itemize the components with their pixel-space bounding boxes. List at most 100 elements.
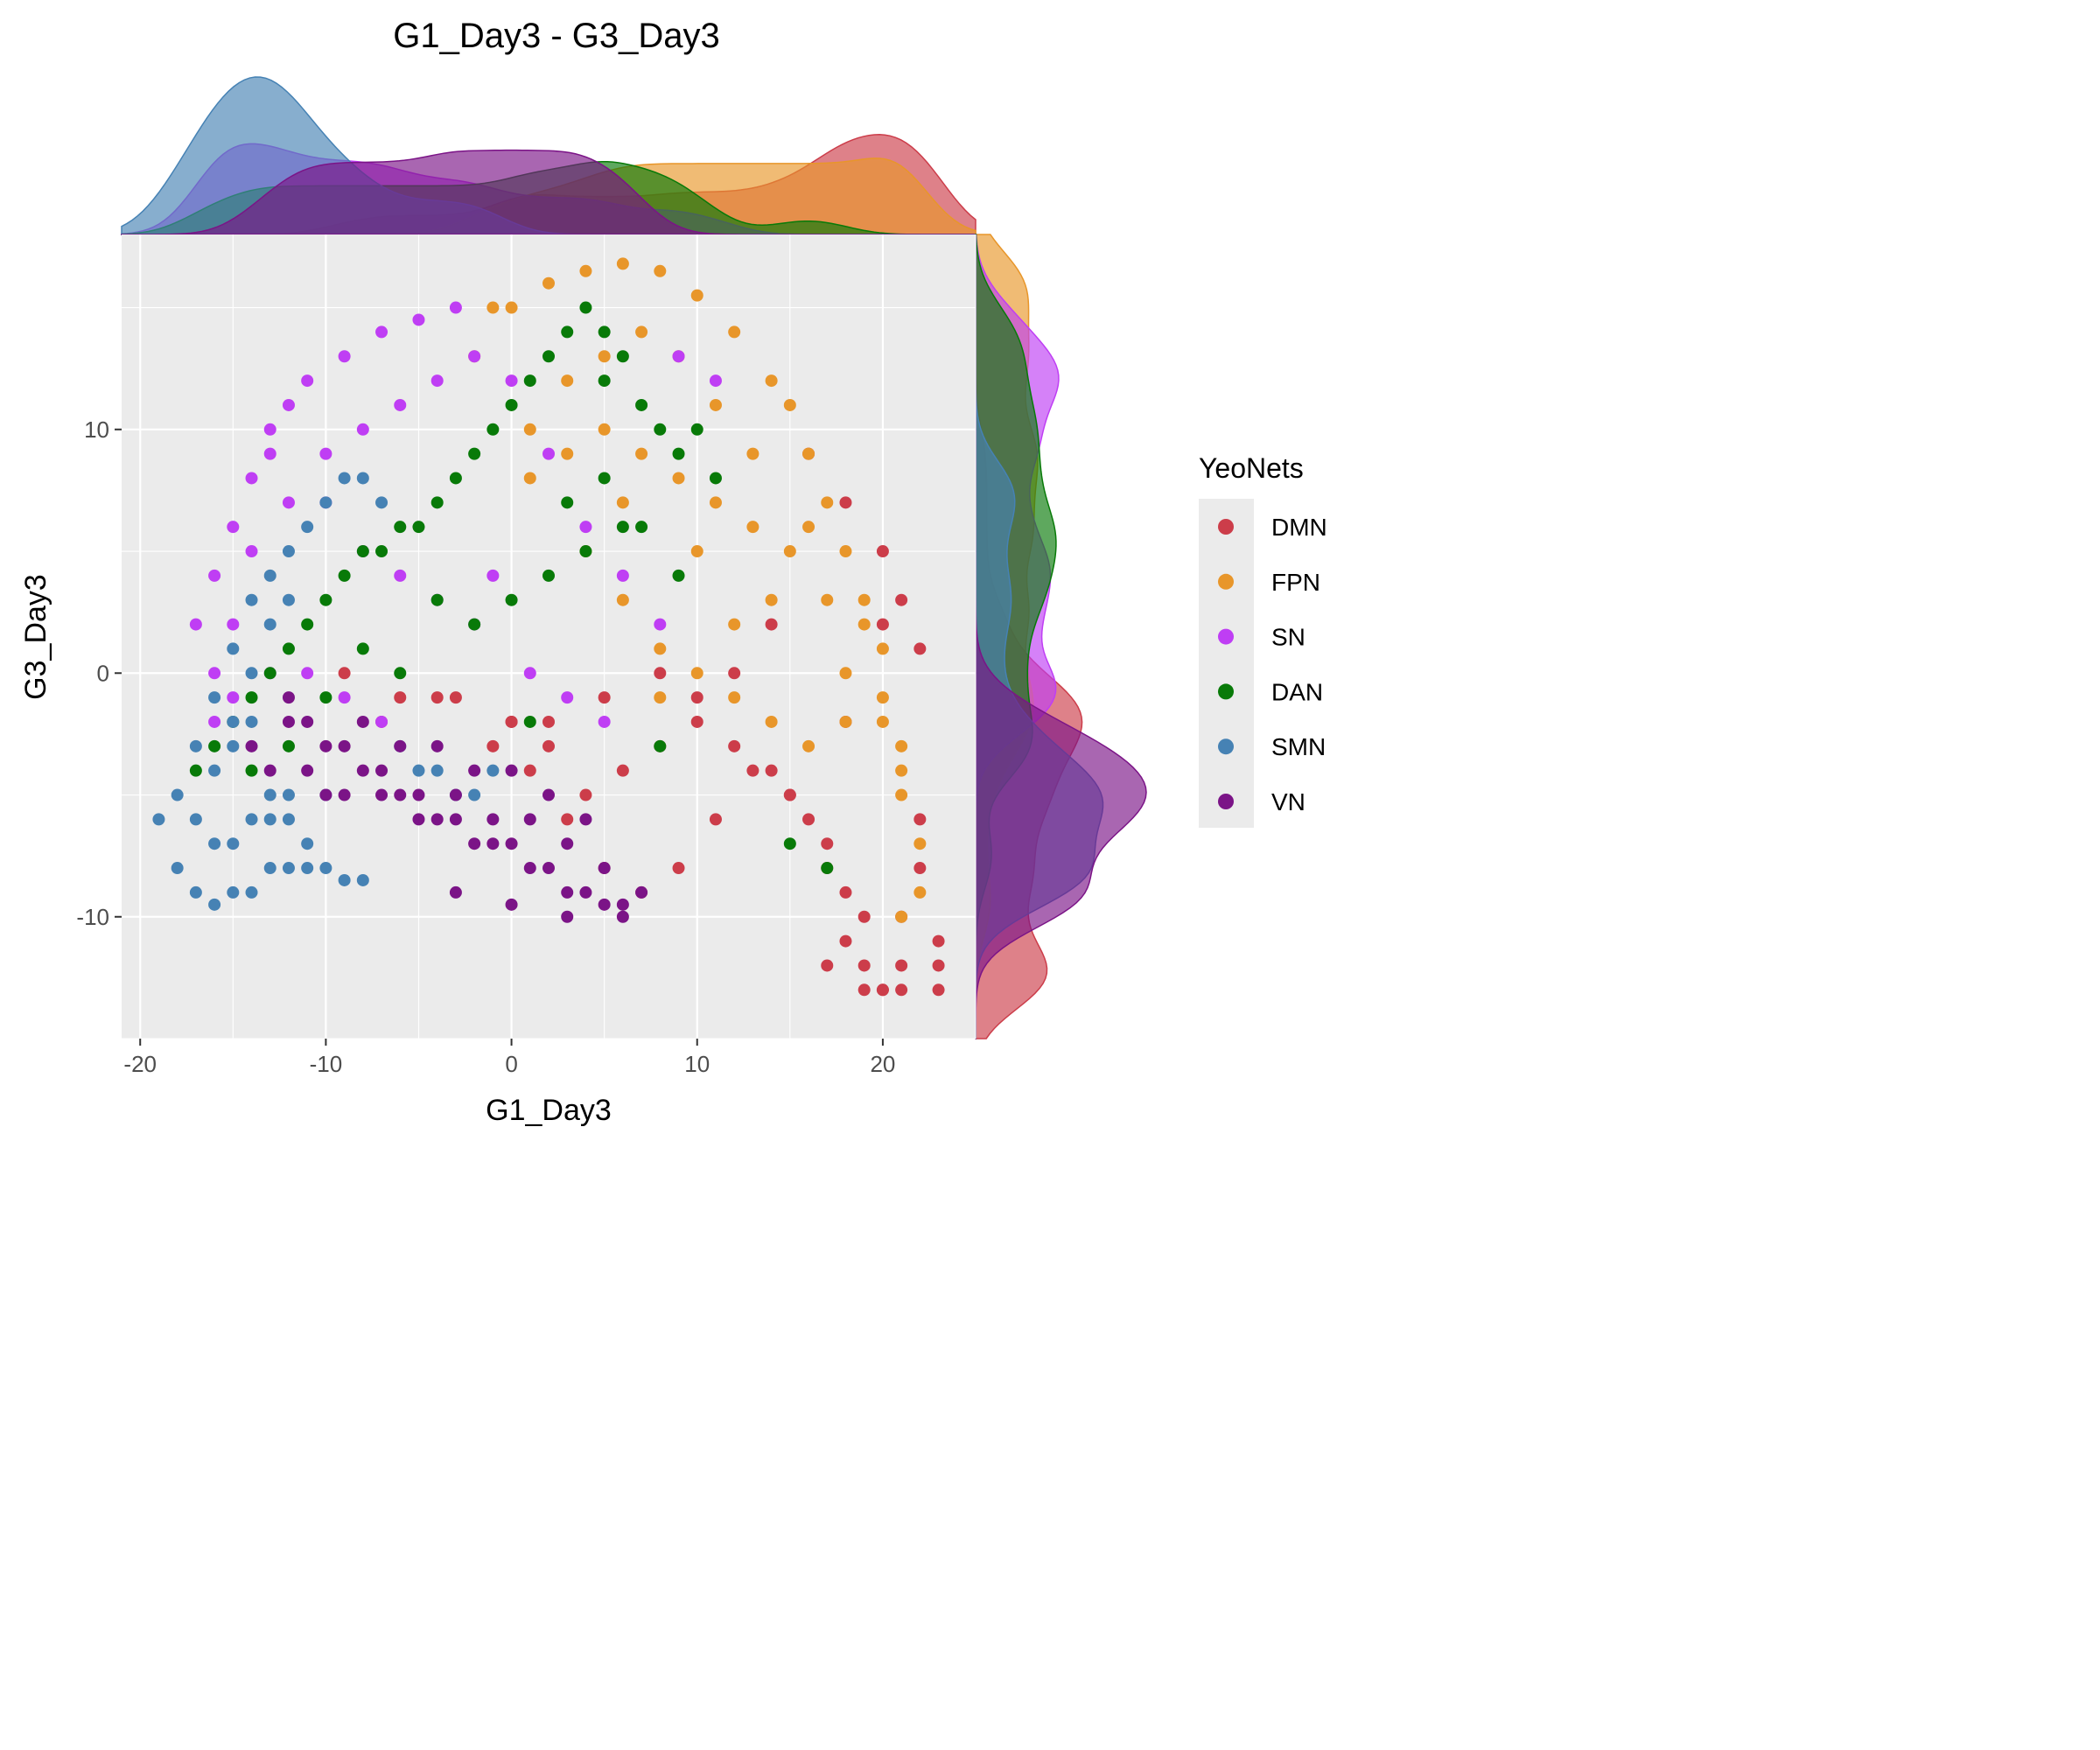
data-point xyxy=(152,813,165,826)
data-point xyxy=(654,739,667,752)
data-point xyxy=(858,959,871,972)
data-point xyxy=(430,813,444,826)
data-point xyxy=(356,642,369,655)
data-point xyxy=(505,301,518,314)
data-point xyxy=(263,862,276,875)
data-point xyxy=(765,764,778,777)
data-point xyxy=(245,691,258,704)
data-point xyxy=(616,496,629,509)
data-point xyxy=(728,739,741,752)
data-point xyxy=(189,764,202,777)
data-point xyxy=(468,618,481,631)
legend-key-vn xyxy=(1218,794,1234,809)
data-point xyxy=(616,350,629,363)
data-point xyxy=(319,593,332,606)
data-point xyxy=(709,374,722,388)
data-point xyxy=(394,691,407,704)
data-point xyxy=(709,496,722,509)
data-point xyxy=(561,837,574,850)
y-axis-title: G3_Day3 xyxy=(19,574,52,700)
data-point xyxy=(412,813,425,826)
data-point xyxy=(412,764,425,777)
legend-label-fpn: FPN xyxy=(1271,569,1320,596)
data-point xyxy=(263,618,276,631)
data-point xyxy=(672,569,685,582)
data-point xyxy=(616,910,629,923)
data-point xyxy=(839,715,852,728)
data-point xyxy=(561,447,574,460)
data-point xyxy=(598,472,611,485)
data-point xyxy=(412,788,425,802)
data-point xyxy=(616,257,629,270)
data-point xyxy=(486,813,500,826)
data-point xyxy=(839,934,852,948)
data-point xyxy=(449,788,462,802)
data-point xyxy=(449,301,462,314)
data-point xyxy=(598,691,611,704)
data-point xyxy=(895,739,908,752)
data-point xyxy=(765,593,778,606)
data-point xyxy=(746,521,760,534)
data-point xyxy=(245,472,258,485)
data-point xyxy=(746,447,760,460)
data-point xyxy=(783,788,796,802)
data-point xyxy=(728,667,741,680)
data-point xyxy=(301,862,314,875)
data-point xyxy=(449,813,462,826)
data-point xyxy=(839,545,852,558)
data-point xyxy=(282,862,295,875)
data-point xyxy=(301,667,314,680)
data-point xyxy=(338,569,351,582)
data-point xyxy=(523,813,536,826)
scatter-with-marginal-densities: G1_Day3 - G3_Day3 -20 -10 0 10 20 -10 0 10 G1_D… xyxy=(0,0,1352,1135)
data-point xyxy=(468,837,481,850)
data-point xyxy=(430,691,444,704)
data-point xyxy=(523,374,536,388)
data-point xyxy=(449,886,462,899)
data-point xyxy=(208,739,221,752)
data-point xyxy=(356,873,369,886)
data-point xyxy=(319,496,332,509)
x-tick-label: 0 xyxy=(505,1051,517,1077)
data-point xyxy=(635,447,648,460)
data-point xyxy=(821,862,834,875)
data-point xyxy=(839,667,852,680)
data-point xyxy=(282,398,295,411)
data-point xyxy=(171,862,184,875)
data-point xyxy=(579,788,592,802)
data-point xyxy=(301,521,314,534)
data-point xyxy=(319,862,332,875)
data-point xyxy=(468,764,481,777)
series-fpn xyxy=(468,257,927,923)
data-point xyxy=(282,788,295,802)
data-point xyxy=(858,910,871,923)
data-point xyxy=(672,862,685,875)
data-point xyxy=(338,691,351,704)
data-point xyxy=(338,667,351,680)
chart-title: G1_Day3 - G3_Day3 xyxy=(393,17,720,55)
data-point xyxy=(561,691,574,704)
data-point xyxy=(263,788,276,802)
data-point xyxy=(245,715,258,728)
legend-label-sn: SN xyxy=(1271,624,1306,651)
data-point xyxy=(263,813,276,826)
data-point xyxy=(319,739,332,752)
x-axis-title: G1_Day3 xyxy=(486,1094,612,1127)
data-point xyxy=(690,715,704,728)
data-point xyxy=(486,837,500,850)
data-point xyxy=(263,569,276,582)
legend-label-dmn: DMN xyxy=(1271,514,1327,541)
data-point xyxy=(876,715,889,728)
data-point xyxy=(282,739,295,752)
data-point xyxy=(394,521,407,534)
data-point xyxy=(709,472,722,485)
data-point xyxy=(821,837,834,850)
data-point xyxy=(876,984,889,997)
data-point xyxy=(579,264,592,277)
data-point xyxy=(914,813,927,826)
series-vn xyxy=(245,691,648,923)
data-point xyxy=(839,886,852,899)
data-point xyxy=(189,813,202,826)
data-point xyxy=(654,642,667,655)
data-point xyxy=(505,374,518,388)
